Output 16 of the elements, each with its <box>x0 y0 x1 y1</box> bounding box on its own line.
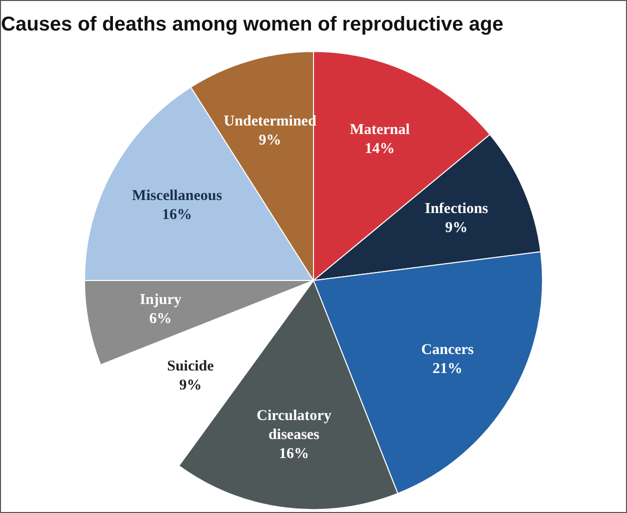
slice-label: Suicide <box>167 358 214 374</box>
data-label: 21% <box>432 361 463 378</box>
data-label: 14% <box>364 140 395 157</box>
data-label: 6% <box>149 311 172 328</box>
data-label: 9% <box>258 132 282 148</box>
chart-title: Causes of deaths among women of reproductive age <box>1 14 504 36</box>
data-label: 16% <box>278 446 309 462</box>
slice-label: Maternal <box>350 122 410 138</box>
slice-label: Circulatory diseases <box>256 408 332 443</box>
slice-label: Infections <box>424 201 488 218</box>
data-label: 16% <box>162 206 192 223</box>
slice-label: Injury <box>140 292 182 308</box>
data-label: 9% <box>445 220 468 236</box>
data-label: 9% <box>179 377 202 394</box>
slice-label: Miscellaneous <box>132 188 222 204</box>
slice-label: Cancers <box>421 342 474 358</box>
